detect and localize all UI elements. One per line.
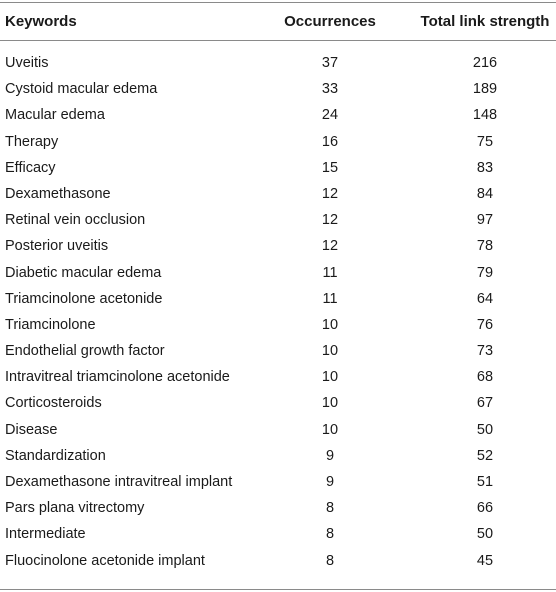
cell-keyword: Triamcinolone acetonide: [5, 290, 163, 307]
cell-keyword: Uveitis: [5, 55, 49, 71]
cell-total-link-strength: 64: [476, 290, 494, 307]
cell-occurrences: 11: [322, 290, 338, 307]
table-row: Macular edema 24 148: [0, 107, 556, 133]
table-row: Cystoid macular edema 33 189: [0, 81, 556, 107]
cell-occurrences: 24: [321, 107, 339, 124]
cell-total-link-strength: 52: [476, 447, 494, 464]
cell-total-link-strength: 51: [476, 474, 494, 490]
cell-occurrences: 8: [325, 500, 335, 517]
cell-keyword: Corticosteroids: [5, 395, 102, 412]
cell-keyword: Intermediate: [5, 526, 86, 543]
table-row: Endothelial growth factor 10 73: [0, 343, 556, 369]
cell-total-link-strength: 45: [476, 552, 494, 569]
cell-total-link-strength: 50: [476, 421, 494, 438]
table-top-rule: [0, 2, 556, 3]
table-row: Corticosteroids 10 67: [0, 395, 556, 421]
cell-keyword: Dexamethasone: [5, 185, 111, 202]
table-row: Intravitreal triamcinolone acetonide 10 68: [0, 369, 556, 395]
cell-keyword: Endothelial growth factor: [5, 343, 165, 360]
cell-keyword: Triamcinolone: [5, 316, 96, 333]
cell-total-link-strength: 66: [476, 500, 494, 517]
cell-occurrences: 16: [321, 133, 339, 150]
table-row: Uveitis 37 216: [0, 55, 556, 81]
cell-total-link-strength: 189: [472, 81, 498, 98]
cell-keyword: Efficacy: [5, 159, 56, 176]
cell-keyword: Posterior uveitis: [5, 238, 109, 255]
table-bottom-rule: [0, 589, 556, 590]
cell-keyword: Diabetic macular edema: [5, 264, 162, 281]
cell-total-link-strength: 83: [476, 159, 494, 176]
cell-total-link-strength: 67: [476, 395, 494, 412]
cell-occurrences: 10: [321, 316, 339, 333]
cell-total-link-strength: 50: [476, 526, 494, 543]
cell-occurrences: 15: [321, 159, 339, 176]
cell-occurrences: 9: [325, 474, 335, 490]
cell-occurrences: 10: [321, 421, 339, 438]
cell-occurrences: 33: [321, 81, 339, 98]
table-row: Intermediate 8 50: [0, 526, 556, 552]
cell-total-link-strength: 73: [476, 343, 494, 360]
table-row: Dexamethasone 12 84: [0, 186, 556, 212]
cell-keyword: Therapy: [5, 133, 59, 150]
table-body: Uveitis 37 216 Cystoid macular edema 33 189 Ma…: [0, 55, 556, 579]
table-row: Fluocinolone acetonide implant 8 45: [0, 553, 556, 579]
cell-keyword: Cystoid macular edema: [5, 81, 158, 98]
table-row: Diabetic macular edema 11 79: [0, 265, 556, 291]
cell-total-link-strength: 68: [476, 369, 494, 386]
cell-occurrences: 10: [321, 343, 339, 360]
header-occurrences: Occurrences: [284, 13, 376, 30]
cell-keyword: Standardization: [5, 447, 106, 464]
cell-keyword: Pars plana vitrectomy: [5, 500, 145, 517]
table-row: Disease 10 50: [0, 422, 556, 448]
cell-occurrences: 37: [321, 55, 339, 71]
cell-keyword: Retinal vein occlusion: [5, 212, 146, 229]
table-row: Dexamethasone intravitreal implant 9 51: [0, 474, 556, 500]
cell-total-link-strength: 216: [472, 55, 498, 71]
cell-occurrences: 12: [321, 238, 339, 255]
header-total-link-strength: Total link strength: [420, 13, 550, 30]
table-row: Posterior uveitis 12 78: [0, 238, 556, 264]
cell-occurrences: 12: [321, 185, 339, 202]
cell-keyword: Macular edema: [5, 107, 105, 124]
cell-keyword: Fluocinolone acetonide implant: [5, 552, 205, 569]
cell-occurrences: 10: [321, 369, 339, 386]
table-row: Triamcinolone acetonide 11 64: [0, 291, 556, 317]
cell-total-link-strength: 78: [476, 238, 494, 255]
cell-occurrences: 12: [321, 212, 339, 229]
table-row: Pars plana vitrectomy 8 66: [0, 500, 556, 526]
cell-keyword: Dexamethasone intravitreal implant: [5, 474, 233, 490]
table-row: Efficacy 15 83: [0, 160, 556, 186]
cell-total-link-strength: 84: [476, 185, 494, 202]
cell-occurrences: 8: [325, 552, 335, 569]
header-keywords: Keywords: [5, 13, 77, 30]
cell-total-link-strength: 76: [476, 316, 494, 333]
table-row: Retinal vein occlusion 12 97: [0, 212, 556, 238]
cell-total-link-strength: 79: [476, 264, 494, 281]
table-header-rule: [0, 40, 556, 41]
cell-occurrences: 8: [325, 526, 335, 543]
cell-total-link-strength: 97: [476, 212, 494, 229]
cell-occurrences: 11: [322, 264, 338, 281]
table-row: Triamcinolone 10 76: [0, 317, 556, 343]
table-header-row: Keywords Occurrences Total link strength: [0, 3, 556, 40]
cell-occurrences: 9: [325, 447, 335, 464]
cell-keyword: Disease: [5, 421, 58, 438]
cell-total-link-strength: 75: [476, 133, 494, 150]
table-row: Therapy 16 75: [0, 134, 556, 160]
table-row: Standardization 9 52: [0, 448, 556, 474]
cell-keyword: Intravitreal triamcinolone acetonide: [5, 369, 230, 386]
cell-total-link-strength: 148: [472, 107, 498, 124]
cell-occurrences: 10: [321, 395, 339, 412]
